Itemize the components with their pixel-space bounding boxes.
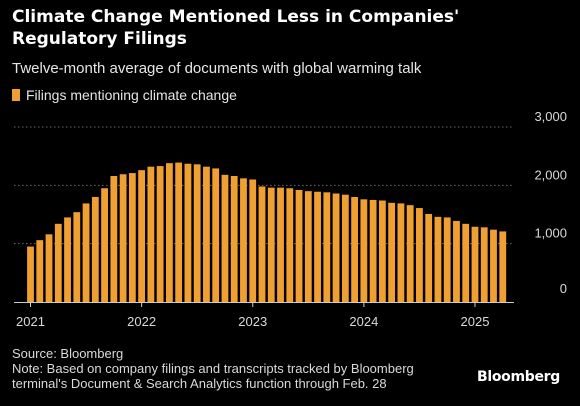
bar [175, 162, 183, 302]
note-text-line-1: Note: Based on company filings and trans… [12, 361, 414, 376]
bar [119, 174, 127, 302]
bar [378, 200, 386, 302]
bar [416, 208, 423, 302]
x-tick-label: 2024 [349, 314, 378, 329]
x-tick-label: 2025 [461, 314, 490, 329]
bloomberg-logo: Bloomberg [476, 369, 560, 385]
legend-label: Filings mentioning climate change [26, 87, 237, 103]
y-tick-label: 0 [560, 281, 567, 296]
footer: Source: Bloomberg Note: Based on company… [12, 346, 414, 391]
bar [388, 202, 396, 302]
bar [110, 176, 118, 302]
bar [351, 197, 358, 302]
bar [323, 192, 331, 302]
bar [490, 229, 497, 302]
chart-subtitle: Twelve-month average of documents with g… [12, 60, 422, 77]
bar [36, 240, 44, 302]
bars [27, 162, 507, 302]
bar [73, 212, 81, 302]
bar [471, 226, 479, 302]
bar [332, 193, 340, 302]
bar [304, 191, 312, 302]
bar [434, 216, 442, 302]
y-tick-label: 2,000 [534, 167, 567, 182]
legend: Filings mentioning climate change [12, 86, 237, 104]
bar [101, 188, 108, 302]
bar [295, 190, 303, 302]
note-text-line-2: terminal's Document & Search Analytics f… [12, 376, 387, 391]
bar [138, 170, 146, 302]
bar [184, 163, 192, 302]
bar [166, 163, 173, 302]
bar [64, 217, 71, 302]
bar [82, 203, 90, 302]
bar [267, 187, 275, 302]
legend-swatch [12, 89, 20, 101]
bar [54, 223, 62, 302]
bar [249, 179, 257, 302]
bar [203, 166, 210, 302]
bar [45, 234, 53, 302]
bar [443, 217, 451, 302]
y-tick-label: 1,000 [534, 226, 567, 241]
bar [91, 197, 99, 302]
bar [258, 186, 266, 302]
bar [286, 188, 294, 302]
bar [230, 176, 238, 302]
axes: 0 1,000 2,000 3,000 2021 2022 2023 2024 2025 [14, 109, 567, 329]
bar [341, 194, 349, 302]
bar [128, 173, 136, 302]
bar [480, 227, 488, 302]
bar [499, 231, 507, 302]
bar [462, 223, 470, 302]
bar [453, 220, 460, 302]
y-tick-label: 3,000 [534, 109, 567, 124]
bar [27, 246, 34, 302]
bar [156, 166, 164, 302]
bar [221, 174, 229, 302]
source-text: Source: Bloomberg [12, 346, 124, 361]
bar [277, 187, 284, 302]
x-tick-label: 2023 [238, 314, 267, 329]
bar [240, 178, 247, 302]
chart-title: Climate Change Mentioned Less in Compani… [12, 7, 460, 49]
bar [314, 191, 321, 302]
bar [425, 213, 433, 302]
bar [369, 199, 377, 302]
bar [406, 205, 414, 302]
bar [397, 203, 405, 302]
bar [193, 164, 201, 302]
bar [212, 168, 220, 302]
bar [147, 166, 155, 302]
x-tick-label: 2021 [16, 314, 45, 329]
x-tick-label: 2022 [127, 314, 156, 329]
bar [360, 199, 368, 302]
